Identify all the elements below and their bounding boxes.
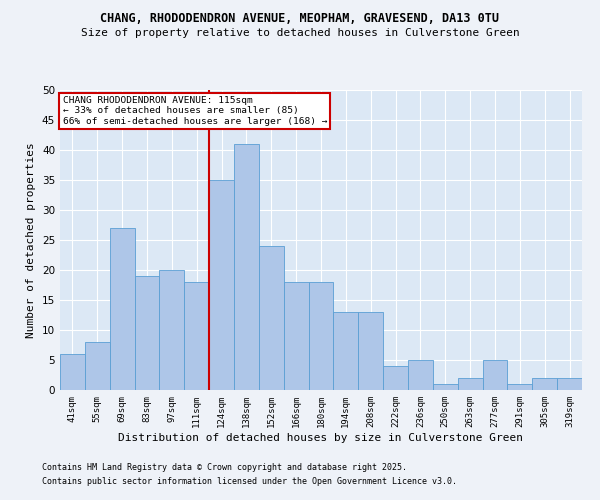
Bar [334,312,358,390]
Bar [259,246,284,390]
Text: Size of property relative to detached houses in Culverstone Green: Size of property relative to detached ho… [80,28,520,38]
Bar [557,378,582,390]
Bar [358,312,383,390]
Bar [85,342,110,390]
Text: Contains HM Land Registry data © Crown copyright and database right 2025.: Contains HM Land Registry data © Crown c… [42,464,407,472]
Y-axis label: Number of detached properties: Number of detached properties [26,142,37,338]
Text: CHANG RHODODENDRON AVENUE: 115sqm
← 33% of detached houses are smaller (85)
66% : CHANG RHODODENDRON AVENUE: 115sqm ← 33% … [62,96,327,126]
Bar [184,282,209,390]
Bar [134,276,160,390]
Bar [482,360,508,390]
Bar [284,282,308,390]
Bar [60,354,85,390]
Text: Contains public sector information licensed under the Open Government Licence v3: Contains public sector information licen… [42,477,457,486]
Bar [532,378,557,390]
Bar [383,366,408,390]
Bar [234,144,259,390]
Bar [160,270,184,390]
X-axis label: Distribution of detached houses by size in Culverstone Green: Distribution of detached houses by size … [119,432,523,442]
Bar [508,384,532,390]
Bar [110,228,134,390]
Text: CHANG, RHODODENDRON AVENUE, MEOPHAM, GRAVESEND, DA13 0TU: CHANG, RHODODENDRON AVENUE, MEOPHAM, GRA… [101,12,499,26]
Bar [308,282,334,390]
Bar [408,360,433,390]
Bar [458,378,482,390]
Bar [209,180,234,390]
Bar [433,384,458,390]
